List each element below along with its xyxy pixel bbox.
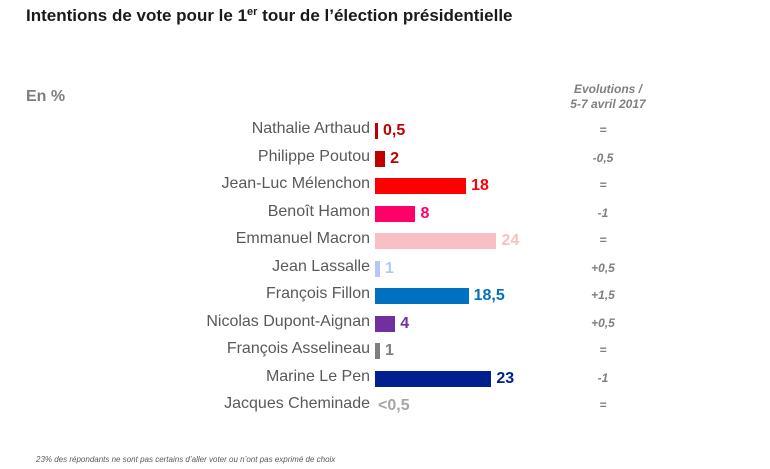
- value-label: 1: [385, 259, 394, 277]
- value-label: <0,5: [378, 397, 410, 414]
- evolution-value: =: [599, 398, 607, 412]
- chart-row: Philippe Poutou 2 -0,5: [0, 145, 770, 172]
- value-label: 1: [385, 342, 394, 359]
- category-label: Emmanuel Macron: [235, 230, 370, 247]
- title-superscript: er: [247, 6, 258, 18]
- value-label: 2: [390, 149, 400, 167]
- evolution-value: =: [599, 233, 607, 247]
- category-label: Marine Le Pen: [265, 367, 370, 385]
- category-label: François Asselineau: [226, 340, 370, 357]
- chart-row: Nicolas Dupont-Aignan 4 +0,5: [0, 310, 770, 337]
- category-label: Nathalie Arthaud: [251, 120, 370, 137]
- chart-title: Intentions de vote pour le 1er tour de l…: [26, 6, 513, 26]
- evolution-value: =: [599, 123, 607, 137]
- category-label: Philippe Poutou: [257, 147, 370, 165]
- evolution-value: =: [599, 178, 607, 192]
- evolutions-header-line1: Evolutions /: [573, 82, 642, 96]
- value-label: 8: [420, 204, 430, 222]
- chart-row: Marine Le Pen 23 -1: [0, 365, 770, 392]
- category-label: Jacques Cheminade: [224, 395, 370, 412]
- unit-label: En %: [26, 88, 66, 105]
- evolution-value: +1,5: [591, 288, 615, 302]
- evolutions-header-line2: 5-7 avril 2017: [570, 97, 646, 111]
- title-text-end: tour de l’élection présidentielle: [257, 6, 513, 25]
- category-label: Jean Lassalle: [272, 257, 370, 275]
- category-label: Jean-Luc Mélenchon: [221, 175, 370, 192]
- bar: [375, 233, 497, 249]
- value-label: 0,5: [383, 122, 406, 139]
- evolution-value: -1: [597, 205, 609, 220]
- chart-row: Emmanuel Macron 24 =: [0, 227, 770, 254]
- evolution-value: =: [599, 343, 607, 357]
- evolution-value: -1: [597, 370, 609, 385]
- bar: [375, 123, 378, 139]
- title-text: Intentions de vote pour le 1: [26, 6, 248, 25]
- bar: [375, 178, 467, 194]
- category-label: Benoît Hamon: [267, 202, 370, 220]
- value-label: 4: [400, 314, 410, 332]
- bar: [375, 288, 469, 304]
- chart-row: Benoît Hamon 8 -1: [0, 200, 770, 227]
- evolution-value: -0,5: [592, 150, 614, 165]
- bar: [375, 205, 416, 222]
- value-label: 18,5: [473, 287, 505, 304]
- bar: [375, 343, 381, 359]
- chart-row: François Asselineau 1 =: [0, 337, 770, 364]
- value-label: 18: [471, 177, 489, 194]
- bar: [375, 315, 396, 332]
- chart-row: François Fillon 18,5 +1,5: [0, 282, 770, 309]
- evolution-value: +0,5: [591, 260, 615, 275]
- chart-row: Nathalie Arthaud 0,5 =: [0, 117, 770, 144]
- bar: [375, 370, 492, 387]
- chart-row: Jean Lassalle 1 +0,5: [0, 255, 770, 282]
- category-label: Nicolas Dupont-Aignan: [206, 312, 370, 330]
- bar: [375, 150, 386, 167]
- evolution-value: +0,5: [591, 315, 615, 330]
- value-label: 24: [501, 232, 520, 249]
- value-label: 23: [496, 369, 515, 387]
- evolutions-header: Evolutions / 5-7 avril 2017: [548, 82, 668, 112]
- footnote: 23% des répondants ne sont pas certains …: [36, 455, 336, 464]
- chart-row: Jacques Cheminade <0,5 =: [0, 392, 770, 419]
- chart-row: Jean-Luc Mélenchon 18 =: [0, 172, 770, 199]
- bar: [375, 260, 381, 277]
- category-label: François Fillon: [265, 285, 370, 302]
